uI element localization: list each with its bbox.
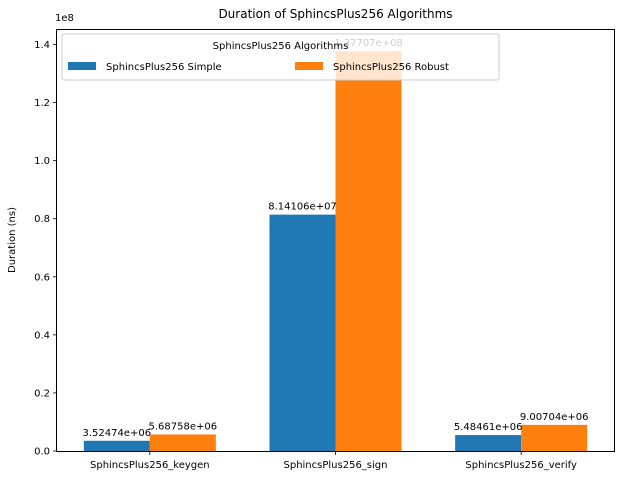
bar-value-label: 3.52474e+06 <box>83 428 152 439</box>
bar <box>455 435 522 451</box>
bar <box>269 214 336 451</box>
y-tick-label: 1.2 <box>34 98 50 109</box>
y-tick-label: 0.0 <box>34 447 50 458</box>
y-axis-ticks: 0.0 0.2 0.4 0.6 0.8 1.0 1.2 1.4 <box>34 40 57 458</box>
x-tick-label: SphincsPlus256_verify <box>465 460 577 471</box>
bar <box>83 440 150 451</box>
y-axis-label: Duration (ns) <box>7 207 18 273</box>
y-tick-label: 0.2 <box>34 388 50 399</box>
legend-swatch-simple <box>68 62 96 70</box>
legend-label-robust: SphincsPlus256 Robust <box>333 62 449 73</box>
x-tick-label: SphincsPlus256_sign <box>284 460 388 471</box>
bar <box>149 434 216 451</box>
y-tick-label: 0.8 <box>34 214 50 225</box>
y-tick-label: 0.6 <box>34 272 50 283</box>
y-tick-label: 1.0 <box>34 156 50 167</box>
legend-title: SphincsPlus256 Algorithms <box>213 41 349 52</box>
chart-title: Duration of SphincsPlus256 Algorithms <box>218 7 452 21</box>
y-axis-offset-text: 1e8 <box>55 13 74 24</box>
bar-value-label: 9.00704e+06 <box>520 412 589 423</box>
bar-value-label: 8.14106e+07 <box>268 202 337 213</box>
bar <box>335 51 402 452</box>
legend: SphincsPlus256 Algorithms SphincsPlus256… <box>61 33 500 81</box>
bars <box>83 51 588 452</box>
legend-label-simple: SphincsPlus256 Simple <box>106 62 222 73</box>
x-tick-label: SphincsPlus256_keygen <box>90 460 210 471</box>
bar-value-label: 5.48461e+06 <box>454 422 523 433</box>
x-axis-ticks: SphincsPlus256_keygen SphincsPlus256_sign… <box>90 451 577 471</box>
legend-swatch-robust <box>295 62 323 70</box>
legend-box <box>61 33 500 81</box>
bar <box>521 424 588 451</box>
bar-value-label: 5.68758e+06 <box>149 421 218 432</box>
y-tick-label: 0.4 <box>34 330 50 341</box>
y-tick-label: 1.4 <box>34 40 50 51</box>
axes-frame <box>56 29 615 452</box>
